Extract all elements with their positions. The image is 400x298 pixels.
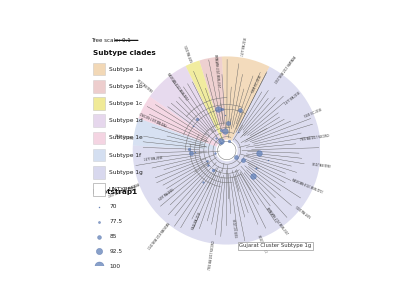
FancyBboxPatch shape [92,131,105,144]
Text: 2142 NSW 2019 PAKISTAN: 2142 NSW 2019 PAKISTAN [169,71,191,100]
Text: 2557 NSW 2017 HARYANA: 2557 NSW 2017 HARYANA [108,183,140,198]
Text: Gujarat Cluster Subtype 1g: Gujarat Cluster Subtype 1g [240,243,312,249]
Text: 2557 NSW 2017 HARYANA: 2557 NSW 2017 HARYANA [268,205,291,234]
FancyBboxPatch shape [92,149,105,162]
Text: 1477 WA 2018: 1477 WA 2018 [284,91,302,105]
Text: Subtype 1d: Subtype 1d [109,118,142,123]
Text: 5697 MA 2015: 5697 MA 2015 [158,188,175,202]
Text: 1477 WA 2018: 1477 WA 2018 [241,38,248,56]
Text: Subtype 1b: Subtype 1b [109,84,142,89]
Text: 5505 VIC 2018: 5505 VIC 2018 [304,108,323,119]
Wedge shape [222,56,270,141]
Text: 70: 70 [110,204,117,209]
FancyBboxPatch shape [92,114,105,127]
Text: 77.5: 77.5 [110,219,123,224]
Wedge shape [133,67,321,245]
Text: 7906 WA 2017 RECORD: 7906 WA 2017 RECORD [299,134,329,142]
Text: 92.5: 92.5 [110,249,123,254]
FancyBboxPatch shape [92,166,105,179]
Text: 7906 WA 2017 RECORD: 7906 WA 2017 RECORD [208,241,216,271]
Text: 8844 WA 2018: 8844 WA 2018 [313,159,332,166]
Text: Tree scale: 0.1: Tree scale: 0.1 [91,38,130,43]
Text: Subtype 1c: Subtype 1c [109,101,142,106]
Text: 8844 WA 2018: 8844 WA 2018 [191,212,202,230]
Text: Subtype 1g: Subtype 1g [109,170,142,175]
Wedge shape [133,118,216,150]
Wedge shape [138,97,218,147]
Text: 1477 WA 2018: 1477 WA 2018 [259,233,270,252]
FancyBboxPatch shape [92,183,105,196]
FancyBboxPatch shape [92,97,105,110]
Wedge shape [150,66,222,144]
Text: UNTYPED: UNTYPED [109,187,136,192]
Text: 5505 VIC 2018: 5505 VIC 2018 [233,218,240,237]
Text: Subtype 1f: Subtype 1f [109,153,141,158]
Text: 8844 WA 2018: 8844 WA 2018 [138,77,154,92]
Text: 100: 100 [110,264,121,269]
Text: 2142 NSW 2019 PAKISTAN: 2142 NSW 2019 PAKISTAN [292,176,324,192]
Text: bootstrap1: bootstrap1 [92,190,138,195]
Text: 7906 WA 2017 RECORD: 7906 WA 2017 RECORD [140,110,169,126]
Text: 5505 VIC 2018: 5505 VIC 2018 [115,131,134,138]
Text: 1477 WA 2018: 1477 WA 2018 [144,156,162,162]
Text: Subtype clades: Subtype clades [92,49,155,55]
Text: 2557 NSW 2017 HARYANA: 2557 NSW 2017 HARYANA [216,54,223,87]
Text: 5697 MA 2015: 5697 MA 2015 [185,43,195,62]
Text: 5505 VIC 2018: 5505 VIC 2018 [252,75,263,94]
FancyBboxPatch shape [92,63,105,75]
Text: Subtype 1e: Subtype 1e [109,135,142,140]
Text: 2557 NSW 2017 HARYANA: 2557 NSW 2017 HARYANA [275,56,298,85]
FancyBboxPatch shape [92,80,105,93]
Text: 2142 NSW 2019 PAKISTAN: 2142 NSW 2019 PAKISTAN [147,222,171,250]
Wedge shape [199,57,226,140]
Text: 85: 85 [110,234,117,239]
Text: Subtype 1a: Subtype 1a [109,66,142,72]
Text: 5697 MA 2015: 5697 MA 2015 [296,203,312,217]
Wedge shape [186,60,224,141]
